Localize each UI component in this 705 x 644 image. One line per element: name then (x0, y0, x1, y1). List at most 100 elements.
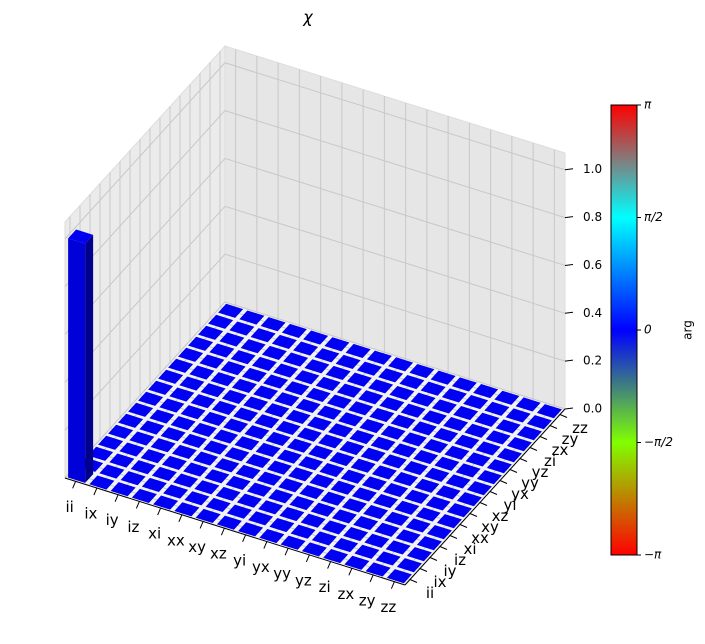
x-tick-label: zy (359, 591, 376, 609)
bar-top (484, 401, 510, 416)
bar (158, 369, 184, 384)
bar-top (231, 378, 257, 393)
bar (384, 511, 410, 526)
bar-top (366, 350, 392, 365)
grid-line (64, 62, 566, 240)
bar (389, 385, 415, 401)
bar-top (410, 392, 436, 407)
x-tick (284, 548, 289, 556)
bar (256, 471, 282, 486)
bar (369, 407, 395, 423)
bar-top (299, 484, 325, 500)
bar-top (236, 493, 262, 508)
bar (233, 407, 259, 422)
bar-top (369, 407, 395, 423)
bar (199, 354, 225, 369)
bar (109, 453, 135, 468)
x-tick (390, 581, 395, 589)
bar (289, 495, 315, 511)
bar-top (290, 524, 316, 539)
bar (171, 444, 197, 459)
bar (310, 502, 336, 517)
y-tick (409, 579, 418, 583)
bar (403, 461, 429, 476)
x-tick (199, 521, 204, 529)
bar (230, 350, 256, 365)
bar-top (173, 473, 199, 488)
bar (341, 498, 367, 513)
bar (208, 314, 234, 329)
bar (453, 406, 479, 421)
bar-top (344, 555, 370, 570)
bar (303, 330, 329, 345)
bar-top (108, 424, 134, 439)
bar (360, 447, 386, 462)
bar (406, 547, 432, 562)
bar-top (443, 417, 469, 432)
grid-line (64, 301, 566, 479)
bar (241, 367, 267, 382)
bar-top (416, 536, 442, 551)
bar (298, 456, 324, 471)
bar-top (158, 369, 184, 384)
bar-top (118, 413, 144, 428)
z-tick (564, 263, 574, 266)
bar-top (260, 317, 286, 332)
bar (485, 430, 511, 445)
bar (235, 464, 261, 480)
bar-top (446, 503, 472, 518)
bar-top (194, 480, 220, 495)
y-tick (539, 436, 548, 440)
y-tick-label: iy (443, 562, 456, 580)
bar-top (209, 343, 235, 358)
bar (476, 470, 502, 485)
y-tick (549, 425, 558, 429)
bar-top (411, 421, 437, 436)
y-tick (439, 546, 448, 550)
bar (140, 449, 166, 464)
x-tick-label: xz (210, 545, 227, 563)
bar-top (441, 388, 467, 403)
z-tick-label: 0.4 (583, 306, 602, 320)
bar (191, 422, 217, 437)
bar (189, 365, 215, 380)
bar (259, 528, 285, 544)
bar-top (273, 363, 299, 378)
bar (268, 489, 294, 504)
bar (203, 440, 229, 455)
bar (248, 511, 274, 526)
y-tick (519, 458, 528, 462)
colorbar-tick-label: π/2 (644, 210, 663, 224)
bar-top (188, 336, 214, 351)
bar (436, 514, 462, 529)
bar-top (235, 464, 261, 480)
bar (150, 438, 176, 453)
bar (246, 482, 272, 497)
bar (400, 403, 426, 418)
y-tick-label: ii (426, 584, 434, 602)
bar-top (360, 447, 386, 462)
bar (365, 562, 391, 577)
bar (505, 408, 531, 423)
bar-top (365, 562, 391, 577)
bar (141, 477, 167, 492)
bar-top (149, 409, 175, 424)
bar-top (189, 365, 215, 380)
bar-top (476, 470, 502, 485)
bar-top (223, 418, 249, 433)
bar (371, 465, 397, 480)
bar (271, 334, 297, 349)
bar (225, 475, 251, 491)
bar (335, 354, 361, 370)
y-tick-label: iz (454, 551, 466, 569)
y-tick (429, 557, 438, 561)
bar-top (226, 504, 252, 519)
bar (276, 449, 302, 464)
bar (526, 415, 552, 430)
bar-top (351, 487, 377, 502)
bar (466, 481, 492, 496)
bar (441, 388, 467, 403)
x-tick (114, 494, 119, 502)
y-tick-label: xy (481, 518, 499, 536)
bar (188, 336, 214, 351)
